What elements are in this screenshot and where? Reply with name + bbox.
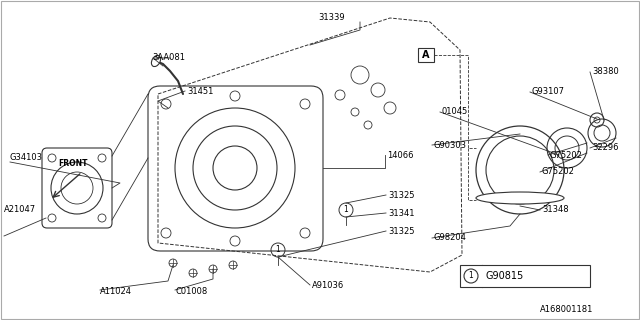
Text: 1: 1	[468, 271, 474, 281]
Text: 31325: 31325	[388, 227, 415, 236]
Text: G34103: G34103	[10, 154, 43, 163]
Text: A21047: A21047	[4, 205, 36, 214]
Text: 32296: 32296	[592, 143, 618, 153]
Text: 1: 1	[276, 245, 280, 254]
Text: FRONT: FRONT	[58, 158, 88, 167]
Text: A: A	[422, 50, 429, 60]
Text: G75202: G75202	[550, 150, 583, 159]
Text: A11024: A11024	[100, 287, 132, 297]
Text: 31341: 31341	[388, 209, 415, 218]
Ellipse shape	[476, 192, 564, 204]
Text: 1: 1	[344, 205, 348, 214]
FancyBboxPatch shape	[148, 86, 323, 251]
Text: 14066: 14066	[387, 150, 413, 159]
Text: G90303: G90303	[434, 140, 467, 149]
Text: 31348: 31348	[542, 205, 568, 214]
Ellipse shape	[152, 55, 161, 67]
Text: A91036: A91036	[312, 281, 344, 290]
Text: 31339: 31339	[319, 13, 346, 22]
Text: A168001181: A168001181	[540, 306, 593, 315]
Bar	[460, 265, 590, 287]
Text: G90815: G90815	[486, 271, 524, 281]
Text: 01045: 01045	[442, 108, 468, 116]
Text: 3AA081: 3AA081	[152, 53, 185, 62]
Text: G93107: G93107	[532, 87, 565, 97]
Text: 31325: 31325	[388, 190, 415, 199]
FancyBboxPatch shape	[42, 148, 112, 228]
Text: G75202: G75202	[542, 167, 575, 177]
Text: 31451: 31451	[187, 86, 213, 95]
Text: G98204: G98204	[434, 234, 467, 243]
Bar	[418, 48, 434, 62]
Text: C01008: C01008	[175, 287, 207, 297]
Text: 38380: 38380	[592, 68, 619, 76]
